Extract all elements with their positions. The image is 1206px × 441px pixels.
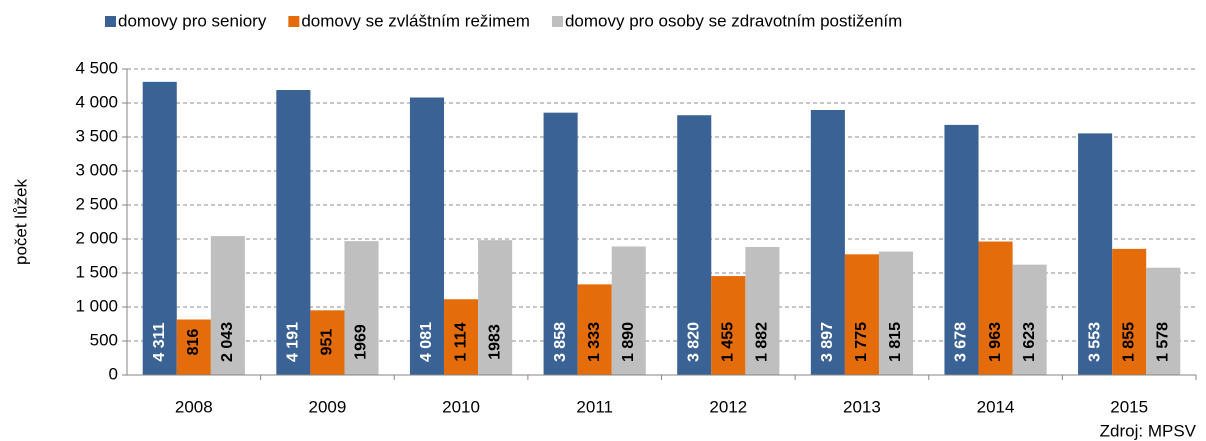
- value-label: 1 623: [1021, 322, 1038, 362]
- x-tick-label: 2009: [309, 397, 347, 416]
- value-label: 3 820: [685, 322, 702, 362]
- bar: [810, 110, 845, 375]
- value-label: 3 897: [819, 322, 836, 362]
- value-label: 1 815: [887, 322, 904, 362]
- value-label: 1 882: [754, 322, 771, 362]
- legend-label: domovy se zvláštním režimem: [301, 11, 530, 30]
- bar: [1146, 267, 1181, 375]
- bar: [1112, 248, 1147, 375]
- bar: [210, 236, 245, 375]
- value-label: 1 963: [987, 322, 1004, 362]
- value-label: 951: [319, 329, 336, 356]
- bar: [1012, 264, 1047, 375]
- x-tick-label: 2010: [442, 397, 480, 416]
- value-label: 4 081: [418, 322, 435, 362]
- x-tick-label: 2014: [977, 397, 1015, 416]
- bar: [543, 112, 578, 375]
- value-label: 1 333: [586, 322, 603, 362]
- value-label: 1983: [486, 324, 503, 360]
- source: Zdroj: MPSV: [1100, 421, 1197, 440]
- bar: [611, 246, 646, 375]
- y-tick-label: 500: [90, 330, 118, 349]
- value-label: 816: [185, 329, 202, 356]
- y-axis-label: počet lůžek: [11, 179, 30, 265]
- bar: [310, 310, 345, 375]
- y-tick-label: 3 000: [75, 160, 118, 179]
- y-tick-label: 2 500: [75, 194, 118, 213]
- value-label: 1 855: [1120, 322, 1137, 362]
- bar: [745, 247, 780, 375]
- value-label: 3 553: [1086, 322, 1103, 362]
- value-label: 1 890: [620, 322, 637, 362]
- value-label: 4 191: [285, 322, 302, 362]
- bar: [878, 251, 914, 375]
- bar: [344, 241, 379, 375]
- bar: [577, 284, 612, 375]
- bar: [176, 319, 211, 375]
- x-tick-label: 2013: [843, 397, 881, 416]
- legend-label: domovy pro osoby se zdravotním postižení…: [565, 11, 902, 30]
- bar: [276, 90, 311, 376]
- bar: [409, 97, 445, 375]
- y-tick-label: 0: [109, 364, 118, 383]
- legend-label: domovy pro seniory: [118, 11, 267, 30]
- x-tick-label: 2011: [576, 397, 613, 416]
- value-label: 1 775: [853, 322, 870, 362]
- x-tick-label: 2012: [709, 397, 747, 416]
- bar: [978, 241, 1013, 375]
- legend-swatch: [105, 16, 116, 27]
- bar: [444, 299, 479, 375]
- bar: [711, 276, 746, 375]
- y-tick-label: 1 500: [75, 262, 118, 281]
- value-label: 2 043: [219, 322, 236, 362]
- bar: [1078, 133, 1113, 375]
- value-label: 1 455: [720, 322, 737, 362]
- x-tick-label: 2008: [175, 397, 213, 416]
- x-tick-label: 2015: [1110, 397, 1148, 416]
- y-tick-label: 4 500: [75, 58, 118, 77]
- y-tick-label: 2 000: [75, 228, 118, 247]
- bar: [844, 254, 879, 375]
- value-label: 1 114: [452, 322, 469, 361]
- bar: [142, 81, 177, 376]
- y-tick-label: 4 000: [75, 92, 118, 111]
- legend-swatch: [288, 16, 300, 27]
- bar: [677, 115, 712, 376]
- value-label: 4 311: [151, 322, 168, 361]
- value-label: 1969: [353, 324, 370, 360]
- legend-swatch: [551, 16, 563, 27]
- value-label: 1 578: [1154, 322, 1171, 362]
- value-label: 3 678: [953, 322, 970, 362]
- bar: [478, 240, 513, 375]
- y-tick-label: 1 000: [75, 296, 118, 315]
- y-tick-label: 3 500: [75, 126, 118, 145]
- bar: [944, 124, 979, 375]
- value-label: 3 858: [552, 322, 569, 362]
